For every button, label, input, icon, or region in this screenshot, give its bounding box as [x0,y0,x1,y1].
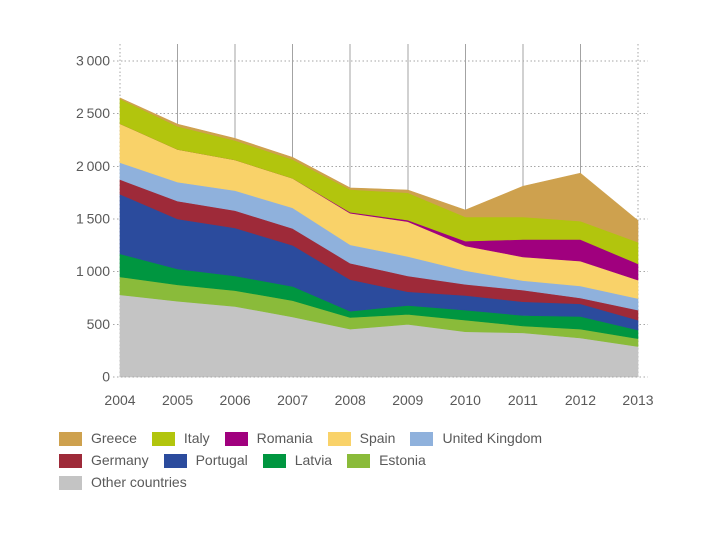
legend-label: Other countries [91,474,187,490]
legend-swatch-estonia [347,453,371,468]
x-axis-year-label: 2013 [622,392,653,408]
y-axis-tick-label: 1 000 [76,263,110,279]
legend-label: United Kingdom [442,430,543,446]
legend-label: Latvia [294,452,333,468]
legend-swatch-germany [59,453,82,468]
x-axis-year-label: 2005 [162,392,193,408]
chart-legend: Greece Italy Romania Spain United Kingdom Ger… [59,431,542,490]
legend-label: Greece [91,430,137,446]
legend-label: Germany [91,452,149,468]
y-axis-tick-label: 3 000 [76,53,110,69]
legend-item-united-kingdom: United Kingdom [410,431,542,446]
legend-swatch-other-countries [59,475,82,490]
legend-swatch-greece [59,431,82,446]
x-axis-year-label: 2007 [277,392,308,408]
legend-swatch-portugal [163,453,187,468]
legend-row: Germany Portugal Latvia Estonia [59,453,542,468]
x-axis-year-label: 2009 [392,392,423,408]
legend-swatch-spain [327,431,351,446]
y-axis-tick-label: 0 [102,369,110,385]
legend-item-spain: Spain [327,430,396,446]
x-axis-year-label: 2012 [565,392,596,408]
legend-label: Spain [359,430,396,446]
legend-swatch-romania [224,431,248,446]
x-axis-year-label: 2004 [104,392,135,408]
x-axis-year-label: 2010 [450,392,481,408]
legend-item-greece: Greece [59,431,137,446]
legend-item-romania: Romania [224,430,313,446]
legend-item-other-countries: Other countries [59,475,187,490]
area-greece [119,97,639,243]
y-axis-tick-label: 2 000 [76,158,110,174]
legend-item-estonia: Estonia [347,453,426,468]
x-axis-year-label: 2006 [220,392,251,408]
legend-item-latvia: Latvia [262,452,333,468]
legend-swatch-italy [151,431,175,446]
legend-label: Estonia [379,452,426,468]
legend-swatch-united-kingdom [410,431,434,446]
y-axis-tick-label: 1 500 [76,211,110,227]
legend-label: Romania [256,430,313,446]
legend-label: Portugal [195,452,248,468]
legend-row: Other countries [59,475,542,490]
legend-row: Greece Italy Romania Spain United Kingdom [59,431,542,446]
legend-swatch-latvia [262,453,286,468]
legend-item-germany: Germany [59,453,149,468]
y-axis-tick-label: 500 [87,316,111,332]
legend-item-portugal: Portugal [163,452,248,468]
legend-item-italy: Italy [151,430,210,446]
x-axis-year-label: 2008 [335,392,366,408]
x-axis-year-label: 2011 [508,392,538,408]
y-axis-tick-label: 2 500 [76,105,110,121]
legend-label: Italy [183,430,210,446]
